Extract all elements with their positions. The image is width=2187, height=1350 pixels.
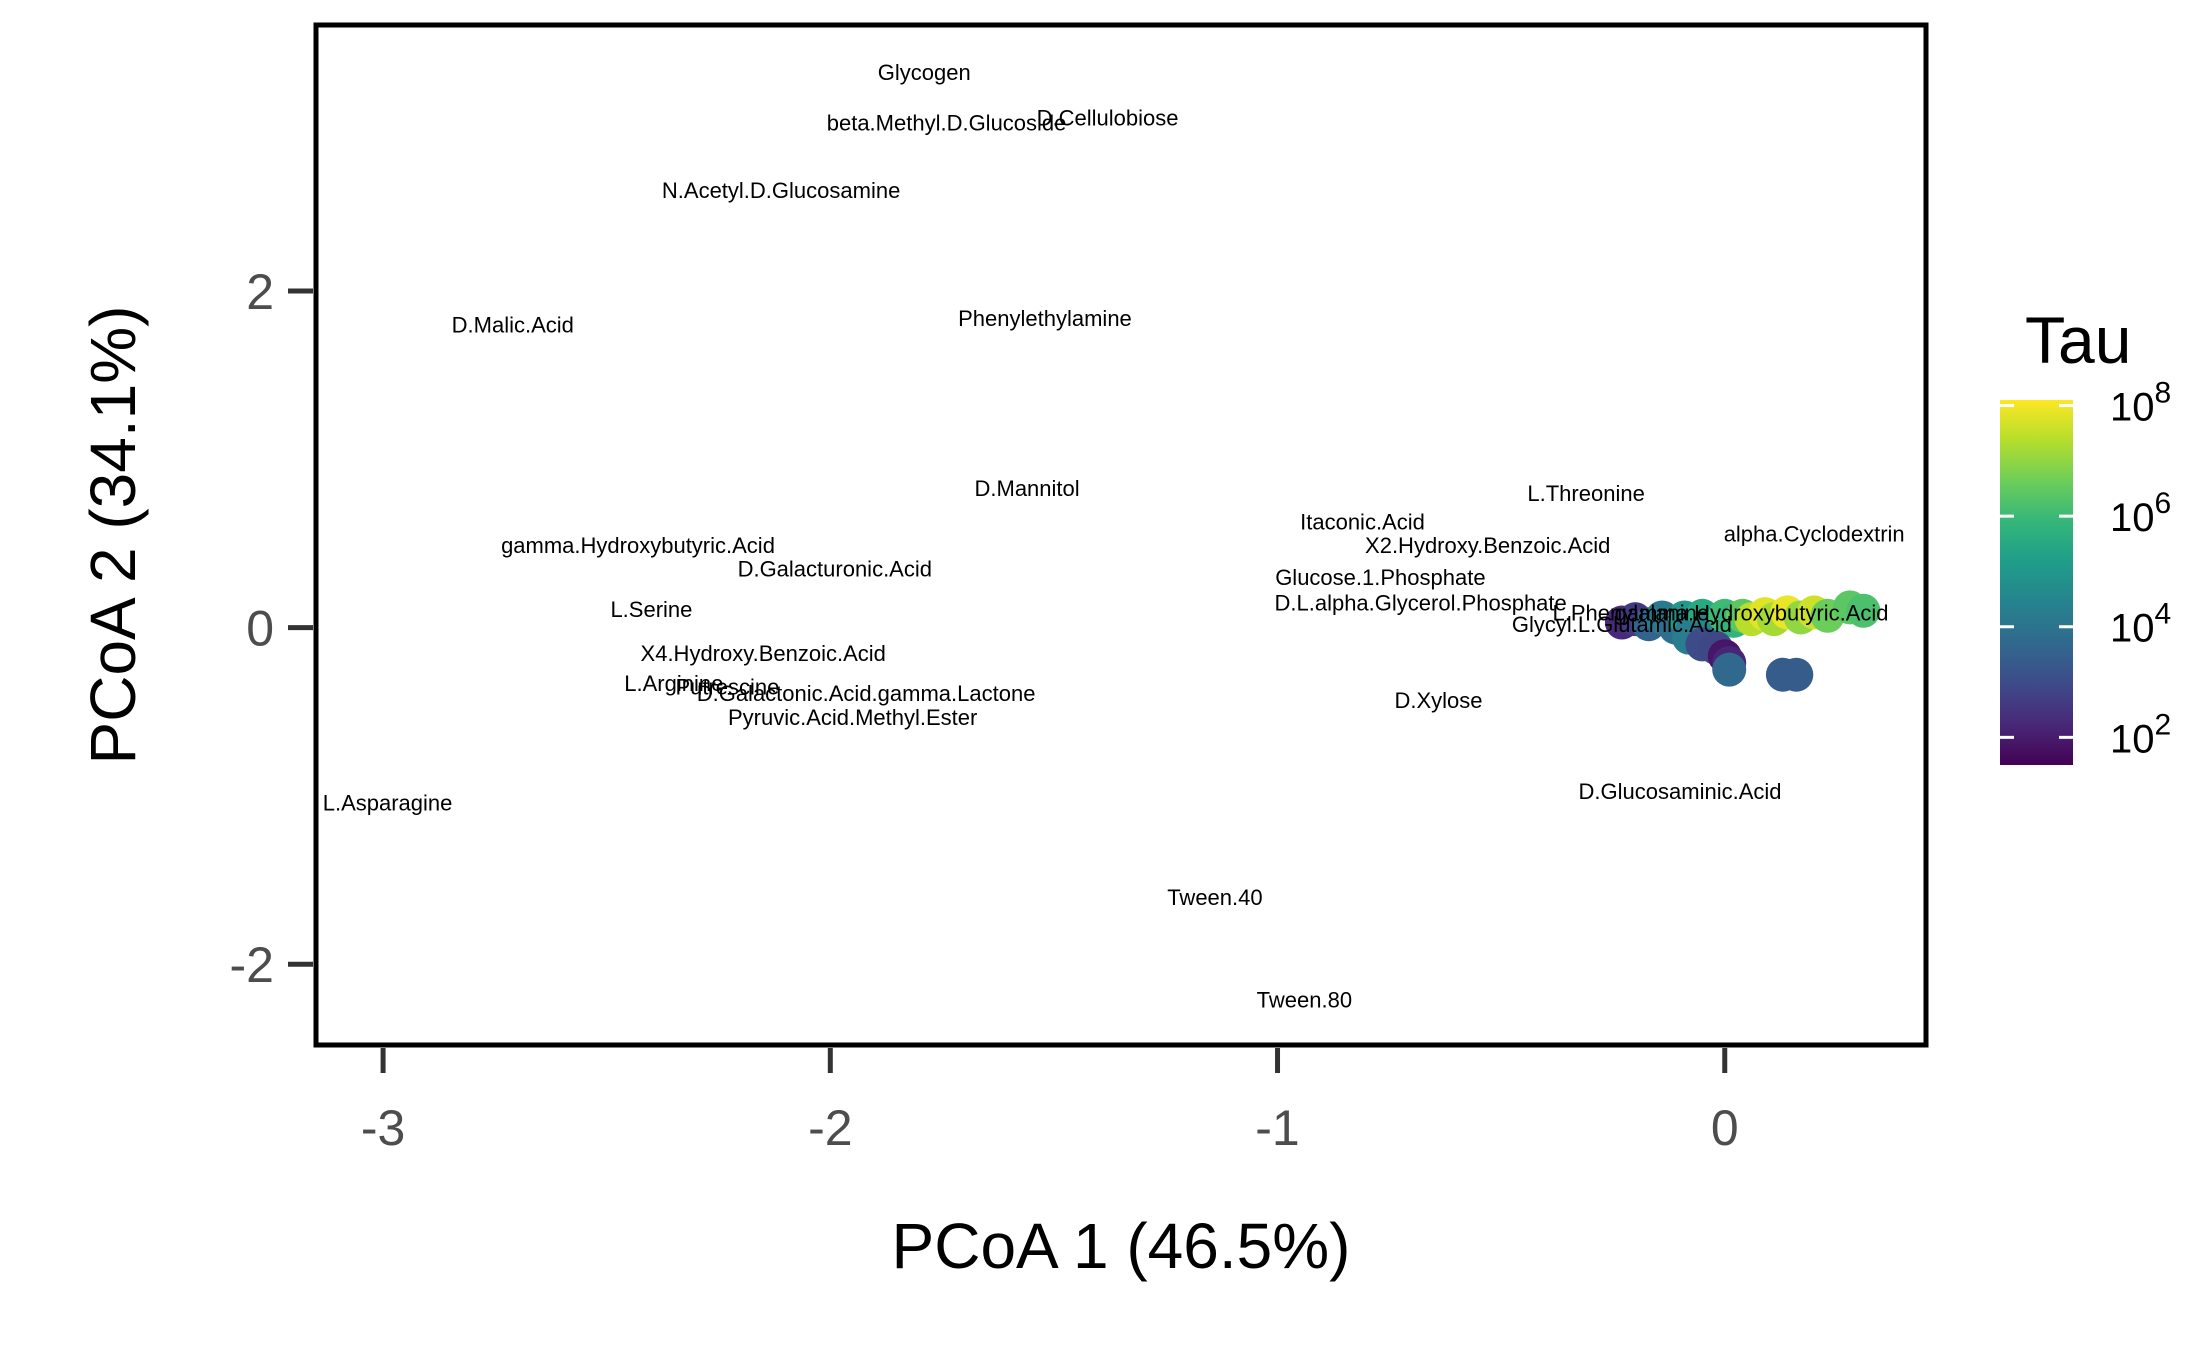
y-tick-label: -2 xyxy=(230,937,274,993)
point-label: L.Arginine xyxy=(624,671,723,696)
point-label: D.Glucosaminic.Acid xyxy=(1579,779,1782,804)
point-label: gamma.Hydroxybutyric.Acid xyxy=(501,533,775,558)
data-point-21 xyxy=(1846,593,1881,628)
data-point-29 xyxy=(1779,657,1814,692)
point-label: D.Mannitol xyxy=(975,476,1080,501)
y-tick-label: 2 xyxy=(246,264,274,320)
legend-tick-label: 104 xyxy=(2110,598,2171,651)
y-axis-title: PCoA 2 (34.1%) xyxy=(77,306,149,765)
x-tick-label: -2 xyxy=(808,1100,852,1156)
point-label: N.Acetyl.D.Glucosamine xyxy=(662,178,900,203)
point-label: Glycogen xyxy=(878,60,971,85)
point-label: X2.Hydroxy.Benzoic.Acid xyxy=(1365,533,1610,558)
point-label: D.Malic.Acid xyxy=(452,313,574,338)
x-axis-title: PCoA 1 (46.5%) xyxy=(892,1210,1351,1282)
point-label: X4.Hydroxy.Benzoic.Acid xyxy=(641,641,886,666)
point-label: Tween.40 xyxy=(1167,885,1262,910)
x-tick-label: 0 xyxy=(1711,1100,1739,1156)
point-label: alpha.Cyclodextrin xyxy=(1724,521,1905,546)
point-labels: Glycogen beta.Methyl.D.GlucosideD.Cellulo… xyxy=(323,60,1905,1012)
point-label: Tween.80 xyxy=(1257,988,1352,1013)
point-label: Phenylethylamine xyxy=(958,306,1132,331)
point-label: Pyruvic.Acid.Methyl.Ester xyxy=(728,705,977,730)
legend-tick-label: 108 xyxy=(2110,377,2171,430)
point-label: D.Cellulobiose xyxy=(1037,106,1179,131)
point-label: gamma.Hydroxybutyric.Acid xyxy=(1615,600,1889,625)
point-label: L.Threonine xyxy=(1527,481,1644,506)
point-label: L.Phenylalanine xyxy=(1553,600,1710,625)
data-point-27 xyxy=(1712,652,1747,687)
y-axis: -2 0 2 xyxy=(230,264,313,993)
point-label: D.Xylose xyxy=(1395,688,1483,713)
point-label: Putrescine xyxy=(675,674,779,699)
point-label: D.Galacturonic.Acid xyxy=(738,557,932,582)
legend-tick-label: 102 xyxy=(2110,708,2171,761)
legend: Tau 102 104 106 108 xyxy=(2000,303,2171,765)
plot-panel-border xyxy=(313,22,1929,1048)
legend-colorbar xyxy=(2000,400,2073,765)
x-tick-label: -3 xyxy=(361,1100,405,1156)
point-label: Glucose.1.Phosphate xyxy=(1275,565,1485,590)
y-tick-label: 0 xyxy=(246,601,274,657)
point-label: D.Galactonic.Acid.gamma.Lactone xyxy=(697,681,1036,706)
point-label: L.Asparagine xyxy=(323,791,453,816)
legend-tick-label: 106 xyxy=(2110,487,2171,540)
data-points xyxy=(1604,590,1881,692)
point-label: L.Serine xyxy=(610,597,692,622)
point-label: Glycyl.L.Glutamic.Acid xyxy=(1512,612,1732,637)
point-label: Itaconic.Acid xyxy=(1300,510,1425,535)
point-label: D.L.alpha.Glycerol.Phosphate xyxy=(1274,590,1566,615)
x-axis: -3 -2 -1 0 xyxy=(361,1048,1739,1156)
point-label: beta.Methyl.D.Glucoside xyxy=(827,111,1067,136)
legend-title: Tau xyxy=(2025,303,2131,377)
x-tick-label: -1 xyxy=(1255,1100,1299,1156)
